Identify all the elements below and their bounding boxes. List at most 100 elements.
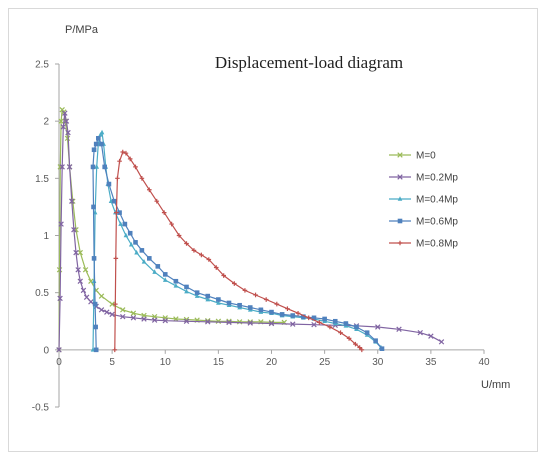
data-point <box>397 196 403 201</box>
data-point <box>353 341 358 347</box>
data-point <box>184 284 189 290</box>
data-point <box>253 292 258 298</box>
y-tick-label: -0.5 <box>32 403 50 414</box>
legend-item: M=0.6Mp <box>389 217 458 228</box>
data-point <box>120 307 126 313</box>
data-point <box>93 347 99 353</box>
chart-title: Displacement-load diagram <box>215 53 403 72</box>
data-point <box>184 288 189 294</box>
data-point <box>82 267 89 273</box>
data-point <box>354 324 359 330</box>
data-point <box>93 141 99 147</box>
x-tick-label: 0 <box>56 357 62 368</box>
data-point <box>127 156 133 162</box>
data-point <box>169 221 174 227</box>
data-point <box>154 198 160 204</box>
axes: 0 5 10 15 20 25 30 35 40 -0.5 0 0.5 1 1.5 2 2.5 <box>32 60 490 414</box>
data-point <box>56 347 62 353</box>
data-point <box>205 296 211 302</box>
data-point <box>127 230 133 236</box>
data-point <box>114 210 119 215</box>
data-point <box>290 313 296 318</box>
data-point <box>215 318 222 324</box>
data-point <box>375 324 381 330</box>
legend-item: M=0 <box>389 151 436 162</box>
data-point <box>75 267 81 273</box>
data-point <box>128 241 134 247</box>
data-point <box>99 141 104 147</box>
data-point <box>80 287 87 294</box>
data-point <box>359 347 365 353</box>
data-point <box>397 218 403 224</box>
data-point <box>151 317 158 323</box>
data-point <box>120 149 126 155</box>
y-tick-label: 1.5 <box>35 174 49 185</box>
data-point <box>57 295 63 302</box>
data-point <box>343 321 349 326</box>
data-point <box>115 176 120 181</box>
data-point <box>216 297 221 302</box>
x-tick-label: 35 <box>425 357 437 368</box>
data-point <box>268 320 275 327</box>
data-point <box>122 221 128 227</box>
legend-label: M=0.8Mp <box>416 239 458 250</box>
data-point <box>98 293 105 299</box>
data-point <box>173 278 179 284</box>
data-point <box>397 152 403 158</box>
data-point <box>93 324 98 330</box>
data-point <box>205 319 211 325</box>
data-point <box>263 297 269 302</box>
data-point <box>290 321 296 327</box>
data-point <box>226 300 232 306</box>
data-point <box>106 181 112 187</box>
data-point <box>311 321 317 328</box>
data-point <box>123 232 129 238</box>
data-point <box>117 210 122 215</box>
data-point <box>91 204 96 210</box>
data-point <box>258 307 264 313</box>
data-point <box>216 300 221 305</box>
data-point <box>301 314 306 319</box>
displacement-load-chart: 0 5 10 15 20 25 30 35 40 -0.5 0 0.5 1 1.5 2 2.5 M=0 M=0.… <box>32 24 511 414</box>
data-point <box>161 210 167 215</box>
data-point <box>173 283 179 288</box>
y-axis-title: P/MPa <box>65 24 99 36</box>
chart-frame: 0 5 10 15 20 25 30 35 40 -0.5 0 0.5 1 1.5 2 2.5 M=0 M=0.… <box>8 8 538 452</box>
data-point <box>96 136 101 141</box>
series-m-0 <box>56 107 287 353</box>
y-tick-label: 0.5 <box>35 288 49 299</box>
data-point <box>139 176 145 181</box>
data-point <box>113 301 118 307</box>
data-point <box>397 174 403 180</box>
data-point <box>141 316 147 322</box>
data-point <box>73 249 79 256</box>
x-axis-title: U/mm <box>481 379 510 391</box>
data-point <box>191 248 197 253</box>
data-point <box>155 264 161 269</box>
data-point <box>63 118 70 124</box>
data-point <box>130 310 137 316</box>
data-point <box>396 326 402 332</box>
data-point <box>92 301 98 307</box>
data-point <box>152 269 157 274</box>
data-point <box>417 329 423 336</box>
data-point <box>364 330 370 335</box>
data-point <box>327 324 333 330</box>
data-point <box>274 301 280 307</box>
data-point <box>373 338 378 343</box>
series-m-0-6mp <box>90 136 385 353</box>
legend-label: M=0.6Mp <box>416 217 458 228</box>
data-point <box>194 290 200 295</box>
data-point <box>295 310 301 316</box>
legend-label: M=0.4Mp <box>416 195 458 206</box>
data-point <box>112 347 118 353</box>
data-point <box>118 221 123 226</box>
data-point <box>120 313 126 320</box>
x-tick-label: 20 <box>266 357 278 368</box>
data-point <box>60 124 66 130</box>
data-point <box>94 164 100 169</box>
data-point <box>311 315 317 321</box>
data-point <box>428 333 434 339</box>
data-point <box>438 339 445 345</box>
data-point <box>111 198 117 204</box>
